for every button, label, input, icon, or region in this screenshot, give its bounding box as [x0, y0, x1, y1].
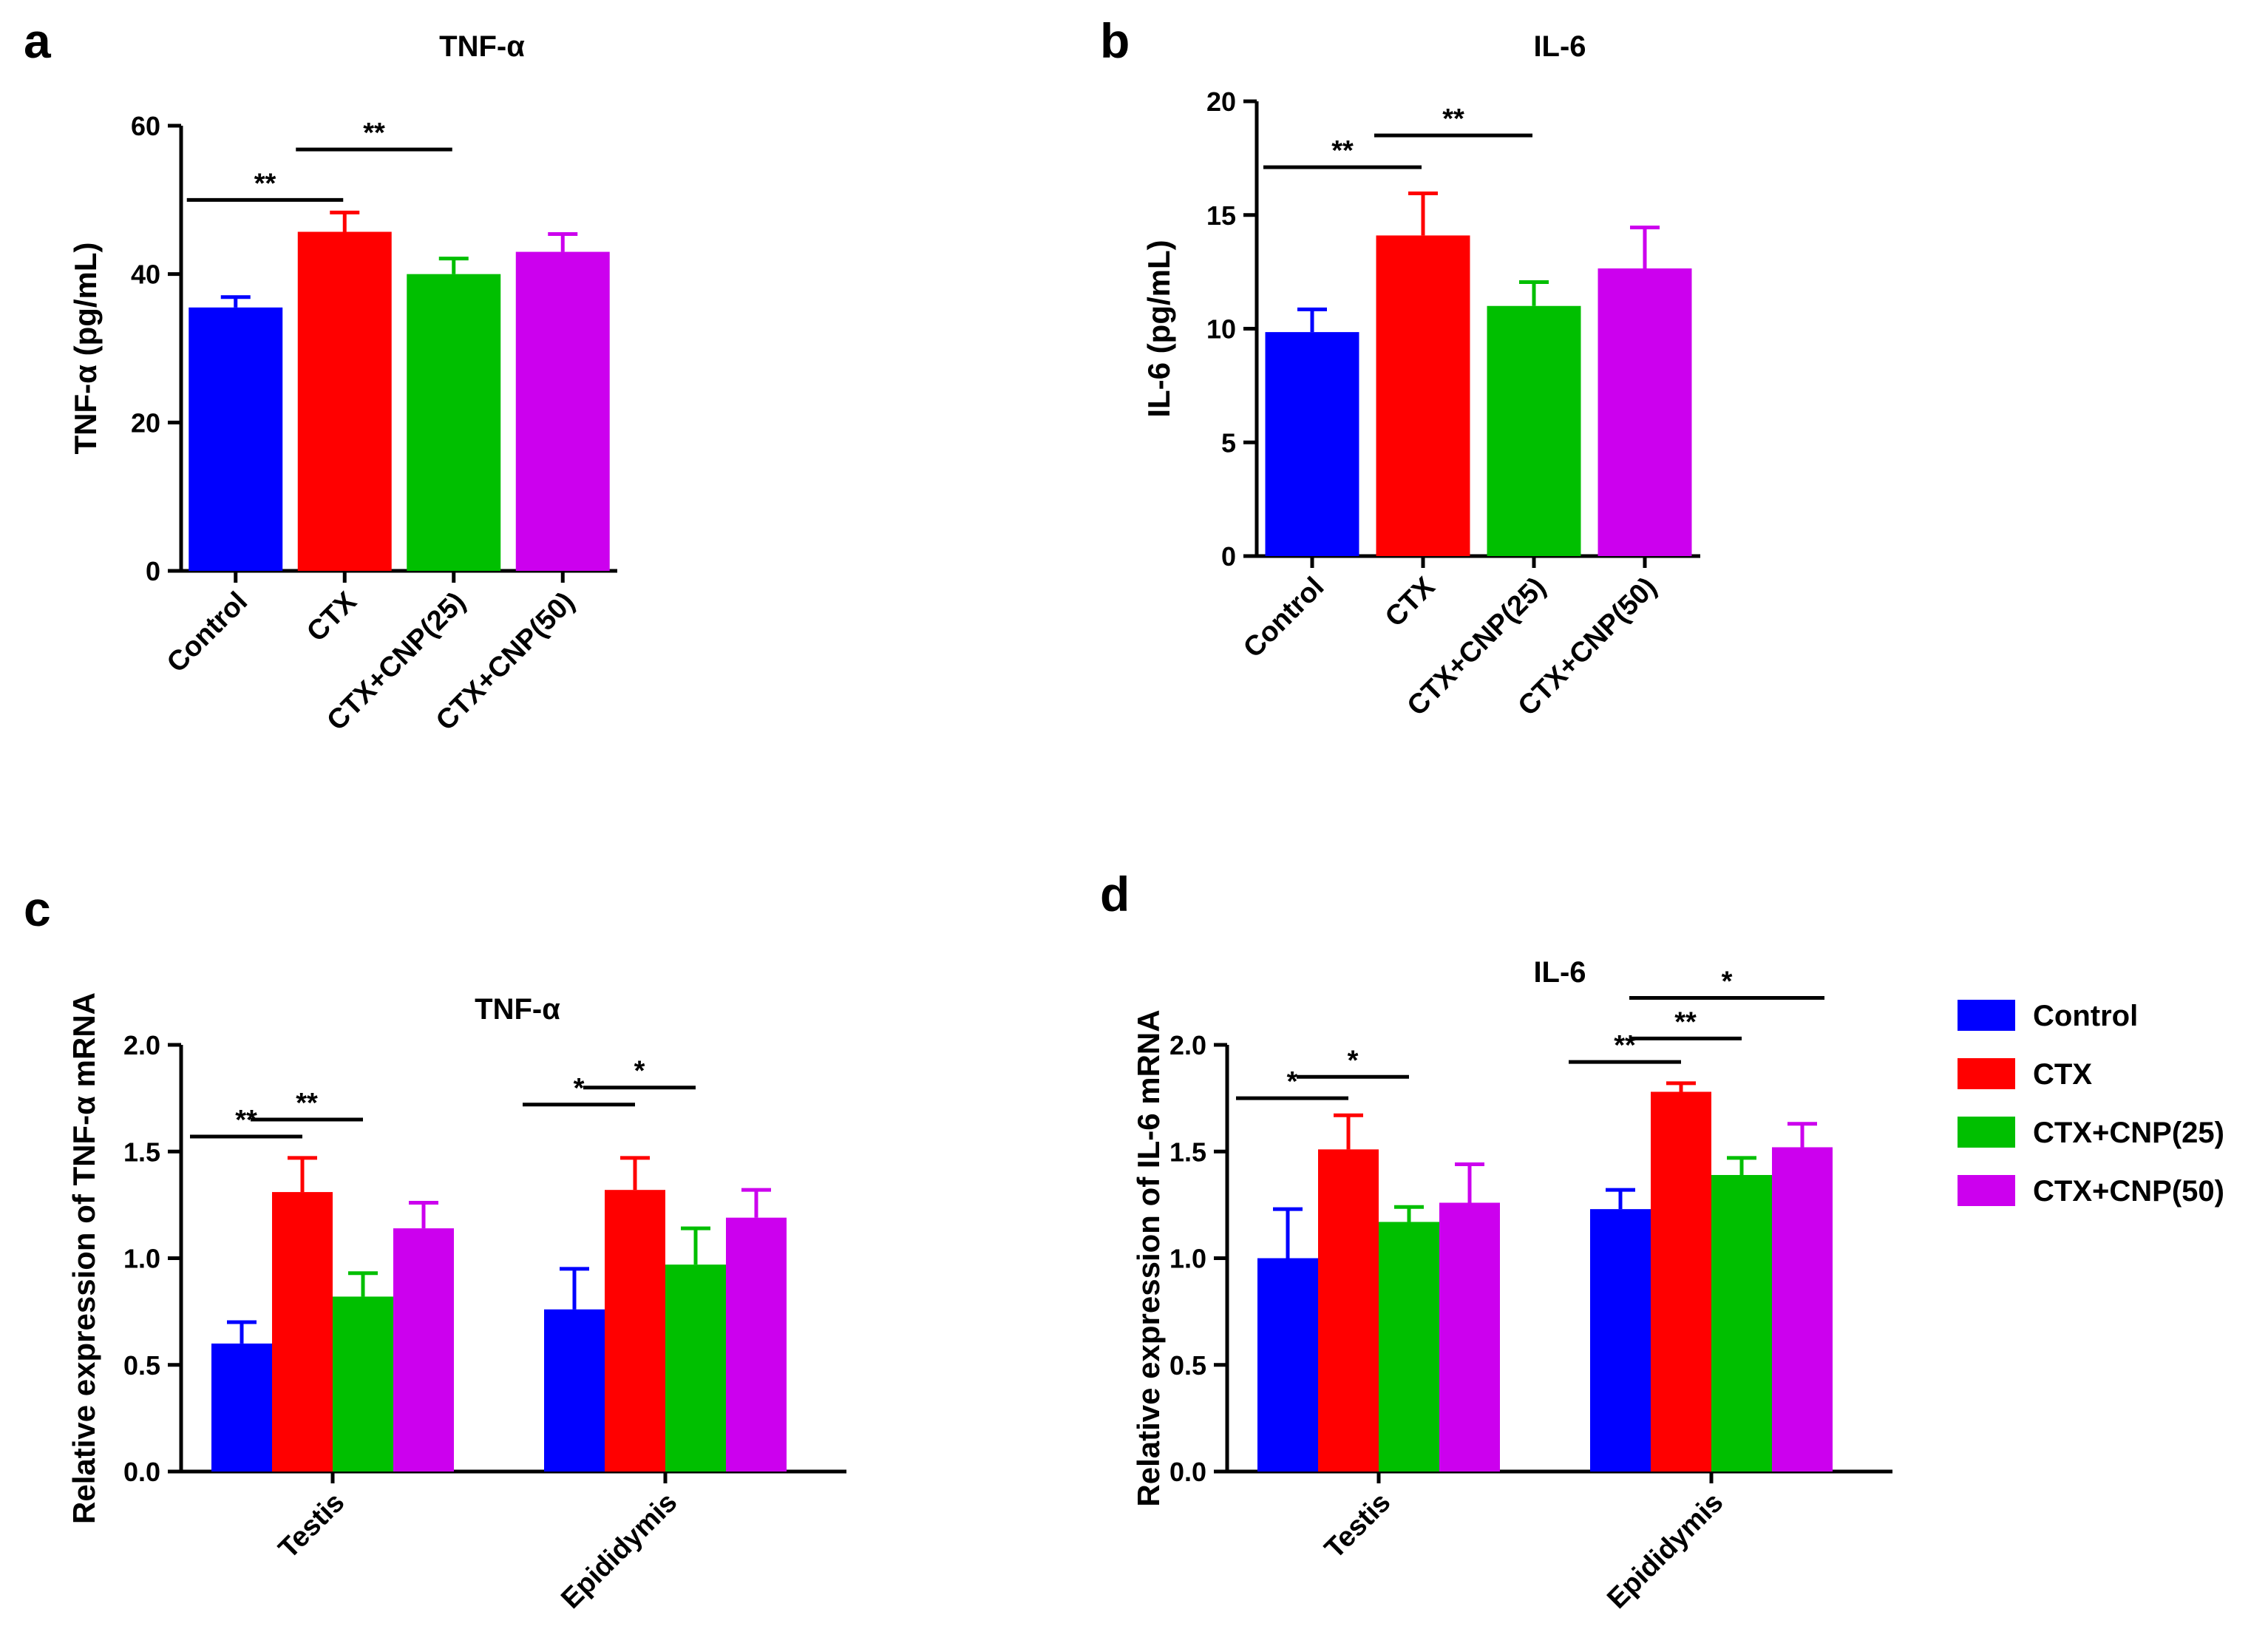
series-0-group-0-bar	[211, 1343, 272, 1472]
significance-label: **	[1614, 1030, 1636, 1061]
chart-title: TNF-α	[439, 30, 525, 63]
significance-label: **	[254, 168, 276, 199]
y-tick-label: 60	[131, 111, 160, 141]
legend-label: CTX	[2033, 1058, 2092, 1091]
panel-letter-a: a	[24, 13, 52, 68]
significance-label: *	[634, 1056, 645, 1087]
y-axis-label: TNF-α (pg/mL)	[68, 242, 103, 454]
y-tick-label: 0.5	[1169, 1350, 1206, 1381]
y-tick-label: 5	[1221, 427, 1236, 458]
panel-letter-b: b	[1100, 13, 1130, 68]
y-tick-label: 0.5	[123, 1350, 160, 1381]
significance-label: **	[1331, 135, 1354, 166]
x-tick-label: Control	[161, 586, 254, 679]
x-tick-label: Testis	[1319, 1487, 1396, 1565]
series-2-group-1-bar	[1711, 1174, 1772, 1472]
y-tick-label: 0.0	[1169, 1457, 1206, 1487]
y-tick-label: 0	[146, 556, 160, 586]
category-0-bar	[1265, 332, 1359, 556]
series-0-group-1-bar	[1590, 1209, 1651, 1472]
x-tick-label: Epididymis	[1601, 1487, 1729, 1615]
y-tick-label: 1.5	[123, 1137, 160, 1167]
category-3-bar	[515, 251, 610, 571]
panel-letter-d: d	[1100, 867, 1130, 921]
category-1-bar	[1376, 235, 1470, 556]
category-2-bar	[1487, 305, 1581, 556]
y-tick-label: 20	[131, 407, 160, 438]
y-tick-label: 40	[131, 260, 160, 290]
legend-swatch	[1958, 1175, 2015, 1206]
series-0-group-1-bar	[544, 1309, 605, 1472]
panel-d: IL-6 Relative expression of IL-6 mRNA 0.0 0…	[1131, 956, 1892, 1615]
category-0-bar	[189, 307, 283, 571]
series-3-group-1-bar	[726, 1217, 787, 1472]
legend: Control CTX CTX+CNP(25) CTX+CNP(50)	[1958, 1000, 2224, 1208]
y-tick-label: 2.0	[123, 1030, 160, 1060]
chart-title: TNF-α	[475, 993, 560, 1026]
significance-label: *	[1722, 966, 1733, 998]
series-3-group-1-bar	[1772, 1147, 1833, 1472]
legend-label: Control	[2033, 1000, 2138, 1032]
significance-label: **	[1442, 104, 1464, 135]
legend-label: CTX+CNP(25)	[2033, 1117, 2224, 1149]
category-1-bar	[297, 231, 392, 571]
y-tick-label: 1.5	[1169, 1137, 1206, 1167]
significance-label: *	[574, 1073, 585, 1104]
y-tick-label: 10	[1206, 314, 1236, 345]
y-tick-label: 20	[1206, 87, 1236, 117]
y-axis-label: Relative expression of IL-6 mRNA	[1131, 1009, 1166, 1506]
series-2-group-1-bar	[665, 1264, 726, 1472]
y-tick-label: 0.0	[123, 1457, 160, 1487]
series-1-group-0-bar	[272, 1192, 333, 1472]
y-axis-label: Relative expression of TNF-α mRNA	[67, 992, 101, 1524]
panel-letter-c: c	[24, 881, 51, 936]
series-2-group-0-bar	[333, 1296, 393, 1472]
significance-label: *	[1348, 1045, 1359, 1076]
chart-title: IL-6	[1533, 956, 1586, 989]
legend-swatch	[1958, 1058, 2015, 1089]
significance-label: **	[1674, 1006, 1697, 1037]
x-tick-label: Testis	[273, 1487, 350, 1565]
category-2-bar	[407, 274, 501, 571]
x-tick-label: CTX	[1379, 571, 1442, 633]
series-0-group-0-bar	[1257, 1258, 1318, 1472]
category-3-bar	[1598, 268, 1692, 556]
x-tick-label: Epididymis	[555, 1487, 683, 1615]
panel-c: TNF-α Relative expression of TNF-α mRNA 0.…	[67, 992, 846, 1615]
y-tick-label: 0	[1221, 541, 1236, 572]
legend-label: CTX+CNP(50)	[2033, 1175, 2224, 1208]
series-2-group-0-bar	[1379, 1222, 1439, 1472]
series-3-group-0-bar	[393, 1228, 454, 1472]
series-1-group-1-bar	[605, 1190, 665, 1472]
legend-swatch	[1958, 1000, 2015, 1031]
significance-label: **	[296, 1088, 318, 1119]
series-1-group-1-bar	[1651, 1091, 1711, 1472]
x-tick-label: CTX	[301, 586, 363, 648]
x-tick-label: Control	[1237, 572, 1330, 664]
significance-label: **	[363, 118, 385, 149]
series-3-group-0-bar	[1439, 1202, 1500, 1472]
y-tick-label: 1.0	[123, 1244, 160, 1274]
y-tick-label: 15	[1206, 200, 1236, 231]
chart-title: IL-6	[1533, 30, 1586, 63]
y-tick-label: 1.0	[1169, 1244, 1206, 1274]
legend-swatch	[1958, 1117, 2015, 1148]
significance-label: *	[1287, 1066, 1298, 1097]
y-tick-label: 2.0	[1169, 1030, 1206, 1060]
series-1-group-0-bar	[1318, 1149, 1379, 1472]
y-axis-label: IL-6 (pg/mL)	[1141, 240, 1176, 417]
